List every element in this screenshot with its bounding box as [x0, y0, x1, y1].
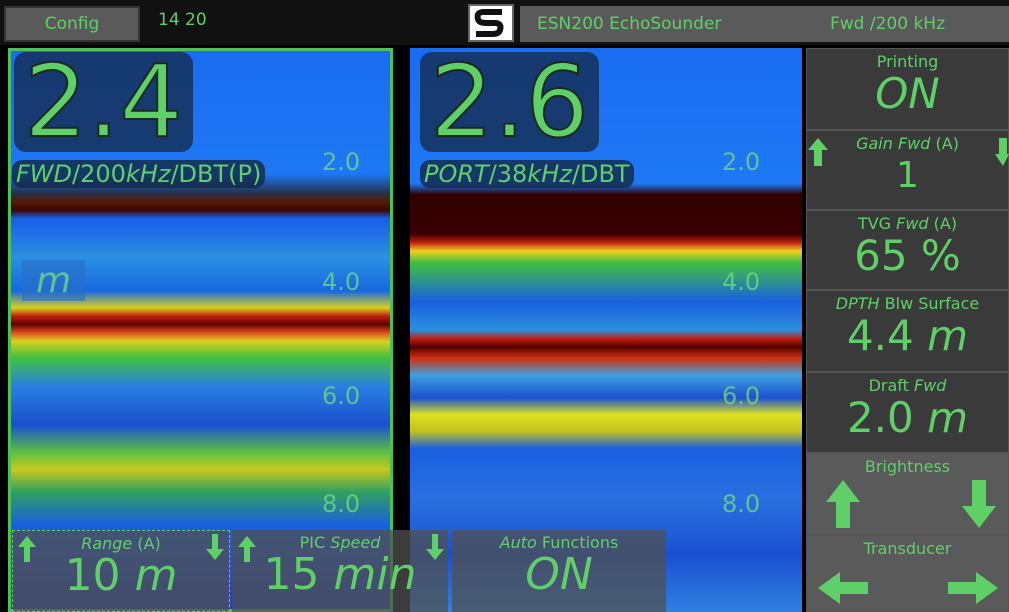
value-number: 10	[64, 550, 121, 601]
channel-label: FWD/200kHz/DBT(P)	[12, 160, 266, 188]
auto-panel[interactable]: Auto Functions ON	[452, 530, 666, 612]
gain-panel[interactable]: Gain Fwd (A) 1	[806, 130, 1009, 210]
gain-up-arrow[interactable]	[808, 138, 828, 166]
panel-title: TVG Fwd (A)	[807, 214, 1008, 233]
speed-panel[interactable]: PIC Speed 15 min	[232, 530, 448, 612]
label-part: /200	[72, 160, 126, 188]
title-part: PIC	[299, 533, 326, 552]
panel-value: 15 min	[232, 552, 448, 598]
value-unit: min	[333, 549, 417, 600]
value-number: 15	[263, 549, 320, 600]
depth-scale: 4.0	[722, 268, 761, 296]
title-part: (A)	[933, 214, 958, 233]
title-part: Gain	[856, 134, 893, 153]
title-part: TVG	[857, 214, 892, 233]
panel-value: ON	[875, 69, 940, 118]
title-part: DPTH	[835, 294, 880, 313]
depth-scale: 4.0	[322, 268, 361, 296]
title-part: (A)	[137, 534, 161, 553]
panel-value: ON	[525, 549, 593, 600]
speed-up[interactable]	[238, 536, 256, 562]
title-part: Draft	[868, 376, 909, 395]
label-part: /DBT	[571, 160, 630, 188]
title-part: Range	[81, 534, 133, 553]
value-unit: m	[134, 550, 178, 601]
label-part: /DBT(P)	[170, 160, 262, 188]
printing-panel[interactable]: Printing ON	[806, 48, 1009, 130]
speed-down[interactable]	[426, 534, 444, 560]
label-part: kHz	[125, 160, 171, 188]
depth-scale: 6.0	[722, 382, 761, 410]
draft-panel[interactable]: Draft Fwd 2.0 m	[806, 372, 1009, 453]
depth-scale: 6.0	[322, 382, 361, 410]
panel-title: Brightness	[864, 457, 951, 476]
transducer-left[interactable]	[818, 572, 868, 604]
range-panel[interactable]: Range (A) 10 m	[12, 530, 230, 612]
unit-label: m	[22, 260, 86, 301]
panel-value: 4.4 m	[807, 313, 1008, 359]
depth-scale: 8.0	[722, 490, 761, 518]
channel-label: PORT/38kHz/DBT	[420, 160, 634, 188]
value-unit: m	[927, 311, 969, 360]
depth-reading: 2.6	[420, 51, 600, 153]
value-number: 2.0	[846, 393, 914, 442]
title-part: Speed	[330, 533, 381, 552]
clock: 14 20	[158, 10, 207, 30]
title-part: Fwd	[897, 134, 931, 153]
config-button[interactable]: Config	[4, 6, 140, 42]
title-part: Fwd	[913, 376, 947, 395]
depth-panel[interactable]: DPTH Blw Surface 4.4 m	[806, 290, 1009, 372]
depth-reading: 2.4	[14, 51, 194, 153]
panel-title: Range (A)	[13, 534, 229, 553]
title-part: (A)	[935, 134, 959, 153]
panel-title: Gain Fwd (A)	[807, 134, 1008, 153]
title-bar	[520, 6, 1009, 42]
panel-title: Auto Functions	[452, 533, 666, 552]
panel-title: Draft Fwd	[807, 376, 1008, 395]
tvg-panel[interactable]: TVG Fwd (A) 65 %	[806, 210, 1009, 290]
gain-down-arrow[interactable]	[995, 138, 1009, 166]
value-unit: m	[927, 393, 969, 442]
label-part: FWD	[16, 160, 73, 188]
logo-icon	[474, 9, 504, 37]
panel-value: 10 m	[13, 553, 229, 599]
title-part: Auto	[499, 533, 537, 552]
panel-title: Transducer	[863, 539, 952, 558]
label-part: PORT	[424, 160, 489, 188]
app-title: ESN200 EchoSounder	[537, 14, 722, 34]
panel-title: DPTH Blw Surface	[807, 294, 1008, 313]
logo	[468, 4, 514, 42]
mode: Fwd /200 kHz	[830, 14, 946, 34]
range-down[interactable]	[206, 534, 224, 560]
value-number: 4.4	[846, 311, 914, 360]
panel-value: 1	[896, 155, 919, 196]
panel-title: Printing	[876, 52, 939, 71]
label-part: /38	[488, 160, 528, 188]
brightness-up[interactable]	[826, 480, 860, 528]
depth-scale: 2.0	[722, 148, 761, 176]
panel-value: 65 %	[854, 231, 961, 280]
panel-value: 2.0 m	[807, 395, 1008, 441]
depth-scale: 2.0	[322, 148, 361, 176]
range-up[interactable]	[18, 536, 36, 562]
title-part: Blw Surface	[884, 294, 980, 313]
title-part: Functions	[541, 533, 619, 552]
depth-scale: 8.0	[322, 490, 361, 518]
transducer-right[interactable]	[948, 572, 998, 604]
title-part: Fwd	[896, 214, 929, 233]
brightness-down[interactable]	[962, 480, 996, 528]
panel-title: PIC Speed	[232, 533, 448, 552]
label-part: kHz	[527, 160, 572, 188]
